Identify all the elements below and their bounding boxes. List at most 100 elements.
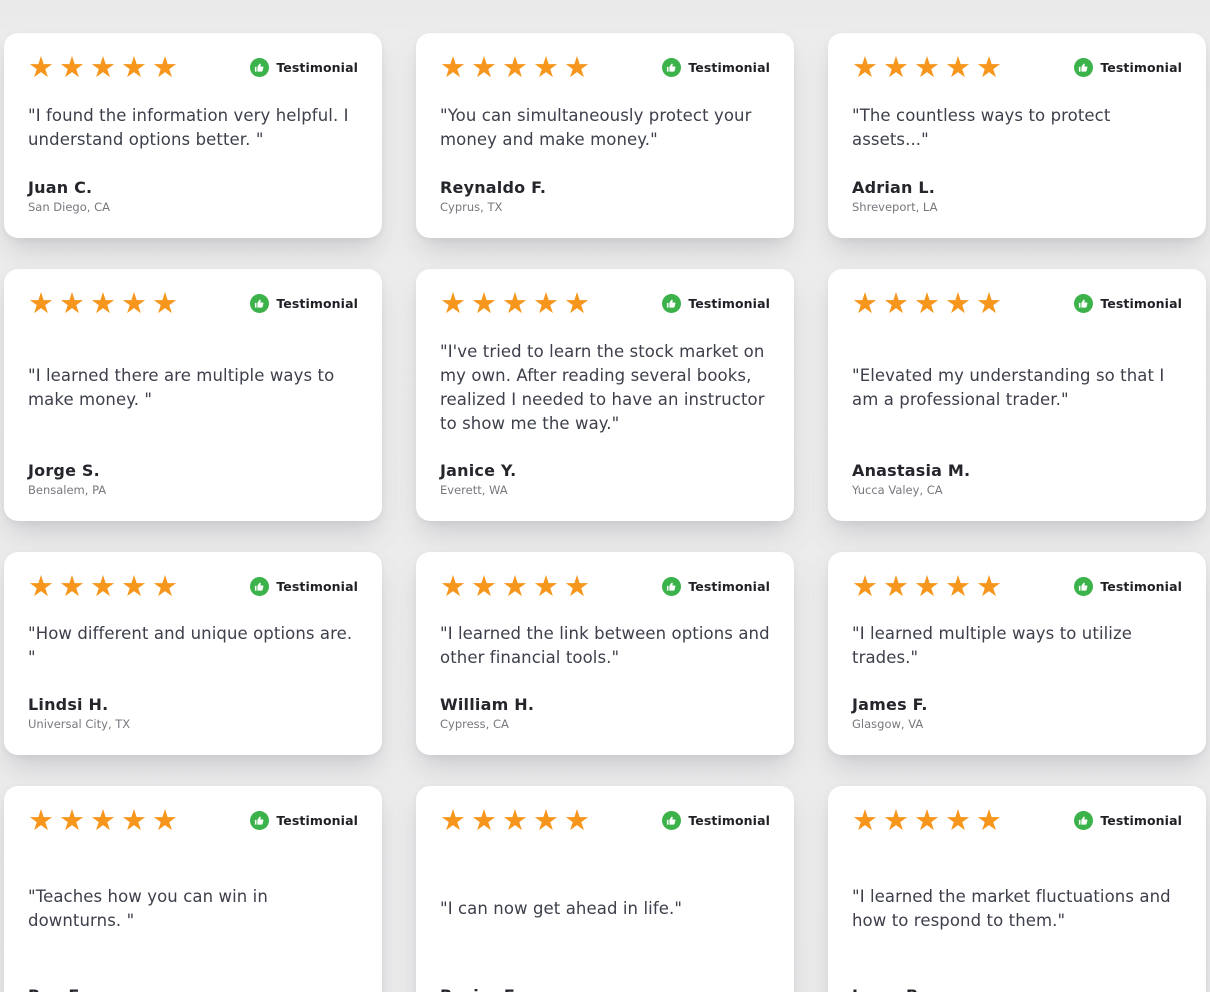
star-rating: ★★★★★ [440, 569, 595, 603]
testimonial-card: ★★★★★ Testimonial "I can now get ahead i… [416, 786, 794, 992]
card-footer: Adrian L. Shreveport, LA [852, 178, 1182, 214]
star-rating: ★★★★★ [852, 569, 1007, 603]
card-footer: Janice Y. Everett, WA [440, 461, 770, 497]
thumbs-up-icon [1074, 811, 1094, 830]
author-location: Universal City, TX [28, 717, 131, 731]
star-rating: ★★★★★ [440, 803, 595, 837]
quote-wrap: "I learned there are multiple ways to ma… [28, 318, 358, 457]
quote-wrap: "How different and unique options are. " [28, 601, 358, 691]
testimonial-quote: "I learned multiple ways to utilize trad… [852, 624, 1133, 667]
testimonial-badge: Testimonial [1074, 294, 1182, 313]
quote-wrap: "I learned the link between options and … [440, 601, 770, 691]
author-name: Reynaldo F. [440, 178, 547, 197]
testimonial-card: ★★★★★ Testimonial "I've tried to learn t… [416, 269, 794, 521]
star-rating: ★★★★★ [28, 286, 183, 320]
card-footer: James F. Glasgow, VA [852, 695, 1182, 731]
author-name: Rae E. [28, 986, 358, 992]
thumbs-up-icon [662, 811, 682, 830]
badge-label: Testimonial [1100, 579, 1182, 594]
badge-label: Testimonial [688, 579, 770, 594]
badge-label: Testimonial [1100, 813, 1182, 828]
badge-label: Testimonial [276, 579, 358, 594]
badge-label: Testimonial [276, 60, 358, 75]
quote-wrap: "You can simultaneously protect your mon… [440, 82, 770, 174]
author-location: Cyprus, TX [440, 200, 503, 214]
thumbs-up-icon [662, 58, 682, 77]
testimonial-quote: "I learned the link between options and … [440, 624, 770, 667]
author-location: Everett, WA [440, 483, 508, 497]
card-footer: Rozier F. Fayetteville, NC [440, 986, 770, 992]
author-name: Juan C. [28, 178, 93, 197]
thumbs-up-icon [250, 294, 270, 313]
star-rating: ★★★★★ [852, 286, 1007, 320]
testimonial-badge: Testimonial [662, 811, 770, 830]
testimonial-card: ★★★★★ Testimonial "You can simultaneousl… [416, 33, 794, 238]
star-rating: ★★★★★ [440, 50, 595, 84]
author-name: Larry B. [852, 986, 1182, 992]
card-footer: William H. Cypress, CA [440, 695, 770, 731]
thumbs-up-icon [1074, 294, 1094, 313]
author-name: Janice Y. [440, 461, 517, 480]
card-header: ★★★★★ Testimonial [852, 289, 1182, 318]
testimonial-quote: "How different and unique options are. " [28, 624, 353, 667]
badge-label: Testimonial [688, 296, 770, 311]
card-header: ★★★★★ Testimonial [28, 289, 358, 318]
testimonial-badge: Testimonial [250, 294, 358, 313]
badge-label: Testimonial [688, 60, 770, 75]
badge-label: Testimonial [688, 813, 770, 828]
author-name: Lindsi H. [28, 695, 109, 714]
thumbs-up-icon [1074, 577, 1094, 596]
thumbs-up-icon [250, 811, 270, 830]
author-location: Glasgow, VA [852, 717, 924, 731]
quote-wrap: "I can now get ahead in life." [440, 835, 770, 982]
quote-wrap: "The countless ways to protect assets...… [852, 82, 1182, 174]
star-rating: ★★★★★ [28, 569, 183, 603]
testimonial-badge: Testimonial [250, 577, 358, 596]
testimonial-card: ★★★★★ Testimonial "I learned there are m… [4, 269, 382, 521]
testimonial-card: ★★★★★ Testimonial "I learned the market … [828, 786, 1206, 992]
testimonial-quote: "I can now get ahead in life." [440, 898, 683, 918]
card-header: ★★★★★ Testimonial [28, 806, 358, 835]
author-name: Jorge S. [28, 461, 100, 480]
card-footer: Reynaldo F. Cyprus, TX [440, 178, 770, 214]
card-header: ★★★★★ Testimonial [440, 572, 770, 601]
card-footer: Lindsi H. Universal City, TX [28, 695, 358, 731]
testimonial-quote: "I learned the market fluctuations and h… [852, 886, 1171, 930]
card-header: ★★★★★ Testimonial [440, 806, 770, 835]
testimonial-badge: Testimonial [250, 811, 358, 830]
author-name: Rozier F. [440, 986, 770, 992]
card-footer: Jorge S. Bensalem, PA [28, 461, 358, 497]
card-header: ★★★★★ Testimonial [28, 53, 358, 82]
card-header: ★★★★★ Testimonial [440, 53, 770, 82]
author-location: Cypress, CA [440, 717, 509, 731]
card-header: ★★★★★ Testimonial [440, 289, 770, 318]
thumbs-up-icon [1074, 58, 1094, 77]
testimonial-badge: Testimonial [1074, 58, 1182, 77]
card-footer: Anastasia M. Yucca Valey, CA [852, 461, 1182, 497]
testimonial-card: ★★★★★ Testimonial "Elevated my understan… [828, 269, 1206, 521]
testimonial-quote: "I found the information very helpful. I… [28, 106, 349, 149]
card-footer: Juan C. San Diego, CA [28, 178, 358, 214]
badge-label: Testimonial [276, 813, 358, 828]
thumbs-up-icon [662, 577, 682, 596]
star-rating: ★★★★★ [852, 803, 1007, 837]
author-location: Bensalem, PA [28, 483, 107, 497]
testimonial-badge: Testimonial [662, 58, 770, 77]
author-name: Adrian L. [852, 178, 936, 197]
author-name: Anastasia M. [852, 461, 971, 480]
card-footer: Larry B. Fresno, CA [852, 986, 1182, 992]
author-name: William H. [440, 695, 535, 714]
quote-wrap: "I found the information very helpful. I… [28, 82, 358, 174]
testimonial-quote: "I've tried to learn the stock market on… [440, 341, 765, 433]
quote-wrap: "I learned the market fluctuations and h… [852, 835, 1182, 982]
testimonial-badge: Testimonial [1074, 811, 1182, 830]
star-rating: ★★★★★ [28, 50, 183, 84]
card-header: ★★★★★ Testimonial [28, 572, 358, 601]
testimonial-card: ★★★★★ Testimonial "I learned the link be… [416, 552, 794, 755]
thumbs-up-icon [662, 294, 682, 313]
quote-wrap: "Elevated my understanding so that I am … [852, 318, 1182, 457]
card-header: ★★★★★ Testimonial [852, 572, 1182, 601]
testimonial-badge: Testimonial [1074, 577, 1182, 596]
testimonial-quote: "You can simultaneously protect your mon… [440, 106, 752, 149]
